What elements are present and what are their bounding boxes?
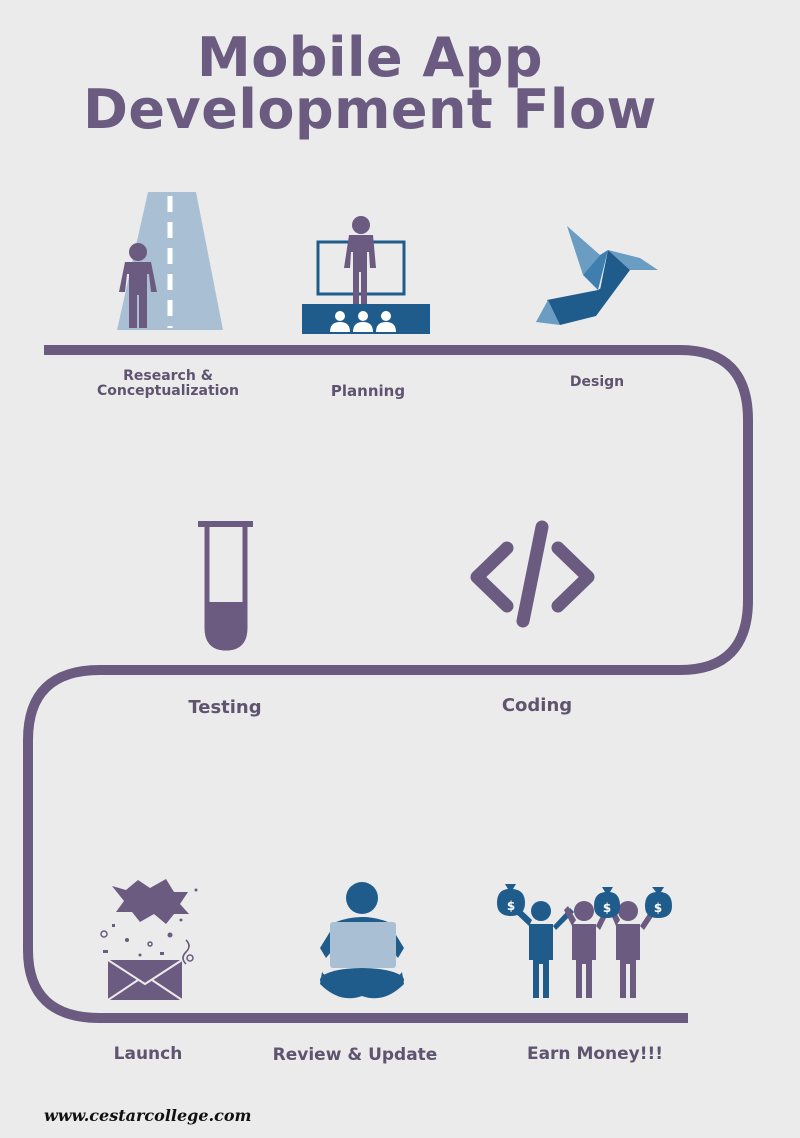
envelope-confetti-icon — [100, 879, 198, 1001]
planning-label: Planning — [330, 382, 406, 400]
title-line-1: Mobile App — [196, 26, 544, 89]
testing-label: Testing — [188, 697, 262, 718]
flow-path — [23, 345, 753, 1023]
footer-url: www.cestarcollege.com — [44, 1106, 252, 1125]
earn-label: Earn Money!!! — [526, 1044, 664, 1064]
review-label: Review & Update — [272, 1045, 438, 1065]
svg-text:$: $ — [507, 899, 515, 913]
road-person-icon — [117, 192, 223, 330]
research-label: Research & Conceptualization — [88, 369, 248, 399]
coding-label: Coding — [501, 695, 573, 716]
design-label: Design — [569, 374, 625, 390]
research-label-line2: Conceptualization — [96, 383, 240, 399]
code-brackets-icon — [470, 520, 595, 628]
launch-label: Launch — [113, 1044, 183, 1064]
presenter-audience-icon — [302, 216, 430, 334]
svg-text:$: $ — [654, 901, 662, 915]
research-label-line1: Research & — [123, 368, 213, 384]
money-bags-people-icon: $ $ $ — [497, 884, 672, 998]
origami-bird-icon — [536, 226, 658, 325]
svg-text:$: $ — [603, 901, 611, 915]
title-line-2: Development Flow — [83, 78, 657, 141]
test-tube-icon — [198, 521, 253, 651]
person-laptop-icon — [320, 882, 404, 999]
